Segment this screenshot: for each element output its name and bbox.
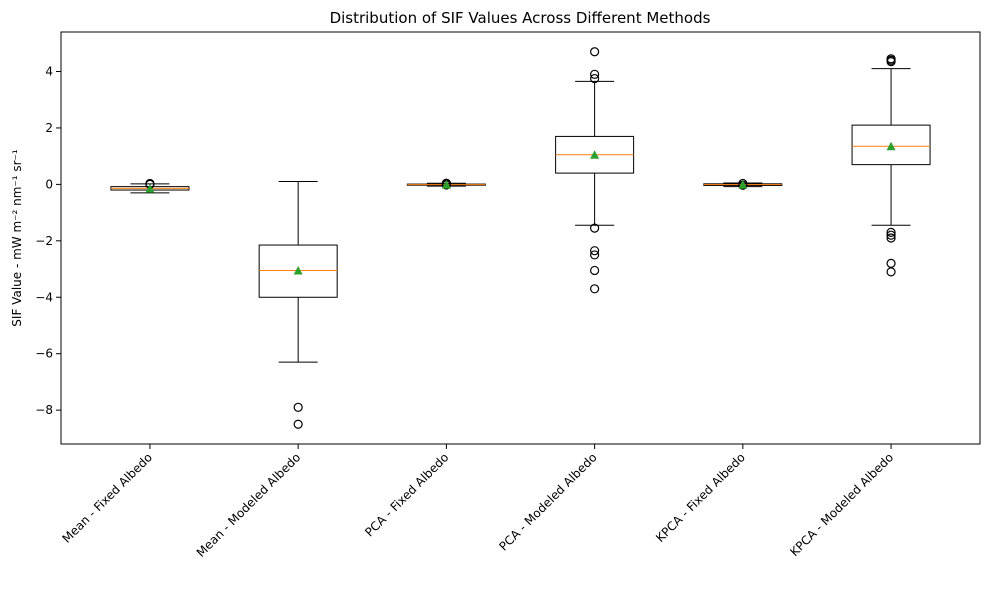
- outlier-point: [590, 73, 600, 84]
- y-tick-label: −4: [35, 290, 53, 304]
- outlier-point: [293, 402, 303, 412]
- y-tick-label: −2: [35, 234, 53, 248]
- mean-marker: [590, 150, 600, 159]
- mean-marker: [886, 141, 896, 151]
- outlier-point: [590, 250, 600, 260]
- y-tick-label: −8: [35, 403, 53, 417]
- outlier-point: [590, 47, 600, 57]
- plot-frame: [60, 31, 981, 445]
- outlier-point: [590, 265, 600, 276]
- iqr-box: [258, 244, 338, 298]
- x-tick-label: PCA - Modeled Albedo: [496, 450, 599, 553]
- mean-marker: [293, 265, 303, 275]
- x-tick-label: Mean - Fixed Albedo: [60, 450, 156, 546]
- outlier-point: [886, 57, 896, 67]
- outlier-point: [886, 258, 896, 268]
- mean-marker: [145, 184, 155, 193]
- iqr-box: [851, 124, 931, 166]
- y-tick-label: 4: [45, 65, 53, 79]
- outlier-point: [590, 246, 600, 256]
- x-tick-label: Mean - Modeled Albedo: [194, 450, 304, 560]
- plot-area: −8 −6 −4 −2 0 2 4 Mean - Fixed Albedo Mean - Mod…: [35, 47, 931, 560]
- outlier-point: [886, 227, 896, 237]
- chart-title: Distribution of SIF Values Across Differ…: [330, 9, 711, 27]
- mean-marker: [441, 180, 451, 189]
- outlier-point: [886, 267, 896, 277]
- outlier-point: [590, 69, 600, 79]
- y-tick-label: 0: [45, 177, 53, 191]
- x-tick-label: KPCA - Modeled Albedo: [787, 450, 896, 559]
- outlier-point: [590, 284, 600, 294]
- outlier-point: [886, 233, 896, 243]
- outlier-point: [886, 230, 896, 240]
- y-axis-label: SIF Value - mW m⁻² nm⁻¹ sr⁻¹: [10, 149, 24, 327]
- outlier-point: [293, 419, 303, 429]
- outlier-point: [590, 223, 600, 233]
- y-tick-label: −6: [35, 347, 53, 361]
- y-tick-label: 2: [45, 121, 53, 135]
- x-tick-label: KPCA - Fixed Albedo: [653, 450, 748, 545]
- x-tick-label: PCA - Fixed Albedo: [362, 450, 451, 539]
- mean-marker: [738, 180, 748, 189]
